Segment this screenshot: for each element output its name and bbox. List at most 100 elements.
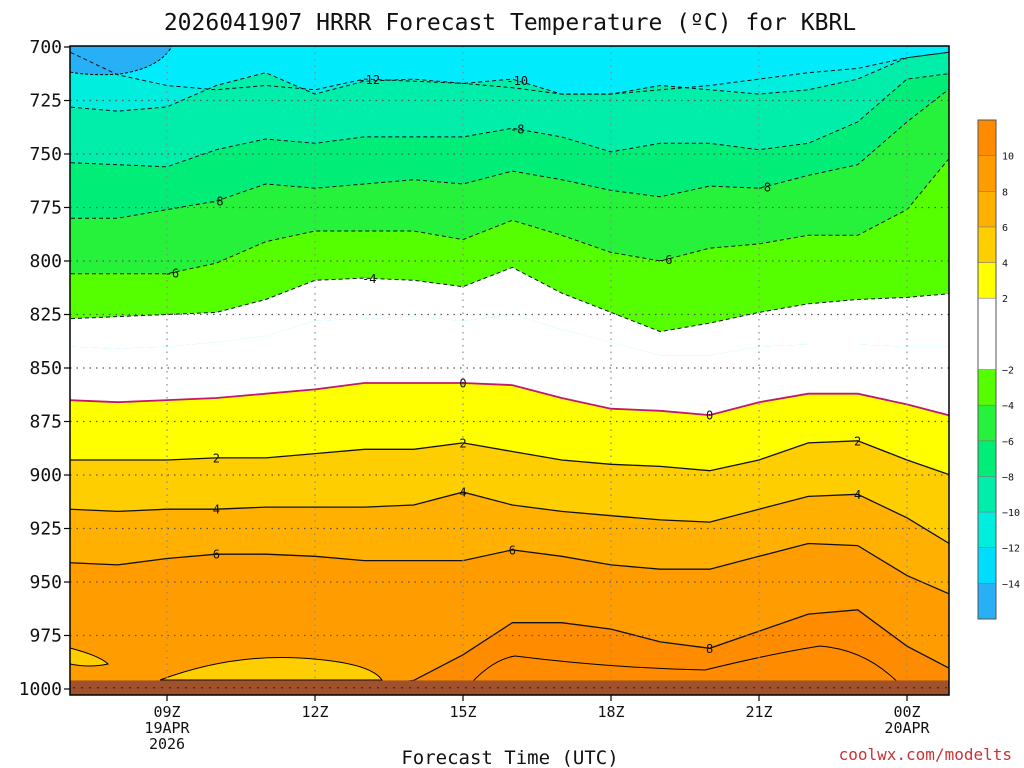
contour-label: 2 [459,436,466,450]
contour-label: -8 [209,195,223,209]
ground-dot [369,686,371,689]
ground-dot [153,686,155,689]
y-tick-label: 1000 [19,679,62,700]
ground-dot [833,686,835,689]
ground-dot [105,686,107,689]
x-tick-label: 21Z [745,703,772,721]
contour-label: 6 [509,543,516,557]
y-tick-label: 825 [29,305,62,326]
temperature-band [70,267,949,356]
y-tick-label: 875 [29,412,62,433]
ground-dot [185,686,187,689]
ground-dot [937,686,939,689]
chart-title: 2026041907 HRRR Forecast Temperature (ºC… [164,10,856,36]
ground-dot [929,686,931,689]
ground-dot [433,686,435,689]
credit-link[interactable]: coolwx.com/modelts [839,745,1012,764]
ground-dot [889,686,891,689]
ground-dot [465,686,467,689]
x-tick-label: 19APR [144,719,190,737]
y-tick-label: 925 [29,519,62,540]
ground-dot [289,686,291,689]
temperature-band [70,314,949,416]
ground-dot [649,686,651,689]
colorbar-label: 8 [1002,187,1008,198]
ground-dot [217,686,219,689]
ground-dot [361,686,363,689]
y-tick-label: 700 [29,37,62,58]
ground-dot [201,686,203,689]
colorbar-segment [978,369,996,406]
ground-dot [609,686,611,689]
colorbar-segment [978,262,996,299]
plot-area: -12 -10 -8 -8 -8 -6 -6 -4 0 0 2 2 2 4 4 4 6 6 8 [70,46,949,695]
contour-label: 0 [706,409,713,423]
ground-dot [873,686,875,689]
ground-dot [913,686,915,689]
ground-dot [145,686,147,689]
small-lens [159,657,383,681]
y-tick-label: 725 [29,91,62,112]
ground-dot [553,686,555,689]
ground-dot [721,686,723,689]
ground-dot [689,686,691,689]
ground-dot [521,686,523,689]
y-tick-label: 950 [29,572,62,593]
x-tick-label: 15Z [449,703,476,721]
colorbar-label: 10 [1002,152,1014,163]
ground-dot [881,686,883,689]
y-tick-label: 775 [29,198,62,219]
ground-dot [305,686,307,689]
ground-dot [385,686,387,689]
ground-dot [321,686,323,689]
ground-dot [377,686,379,689]
ground-dot [785,686,787,689]
ground-dot [713,686,715,689]
colorbar-segment [978,583,996,619]
ground-dot [641,686,643,689]
ground-dot [297,686,299,689]
colorbar-label: −4 [1002,401,1014,412]
ground-dot [577,686,579,689]
y-tick-label: 975 [29,626,62,647]
x-tick-label: 09Z [153,703,180,721]
ground-dot [529,686,531,689]
ground-dot [777,686,779,689]
temperature-band [70,158,949,332]
ground-dot [729,686,731,689]
temperature-band [70,383,949,475]
ground-dot [481,686,483,689]
ground-dot [265,686,267,689]
isotherm-line [70,542,949,595]
colorbar-segment [978,155,996,192]
temperature-band [70,46,949,95]
ground-dot [241,686,243,689]
ground-dot [593,686,595,689]
temperature-band [70,440,949,544]
ground-dot [457,686,459,689]
ground-dot [81,686,83,689]
ground-dot [449,686,451,689]
contour-label: -6 [658,253,672,267]
ground-dot [897,686,899,689]
ground-dot [817,686,819,689]
ground-dot [849,686,851,689]
temperature-band [70,73,949,219]
x-axis-label: Forecast Time (UTC) [401,747,618,768]
colorbar-label: 2 [1002,294,1008,305]
ground-dot [705,686,707,689]
ground-dot [585,686,587,689]
cold-pocket [70,46,173,76]
temperature-band [70,89,949,274]
ground-dot [233,686,235,689]
x-tick-label: 00Z [893,703,920,721]
ground-dot [809,686,811,689]
isotherm-line [70,157,949,275]
ground-dot [249,686,251,689]
ground-dot [625,686,627,689]
ground-dot [537,686,539,689]
y-tick-label: 850 [29,358,62,379]
ground-dot [89,686,91,689]
ground-dot [513,686,515,689]
